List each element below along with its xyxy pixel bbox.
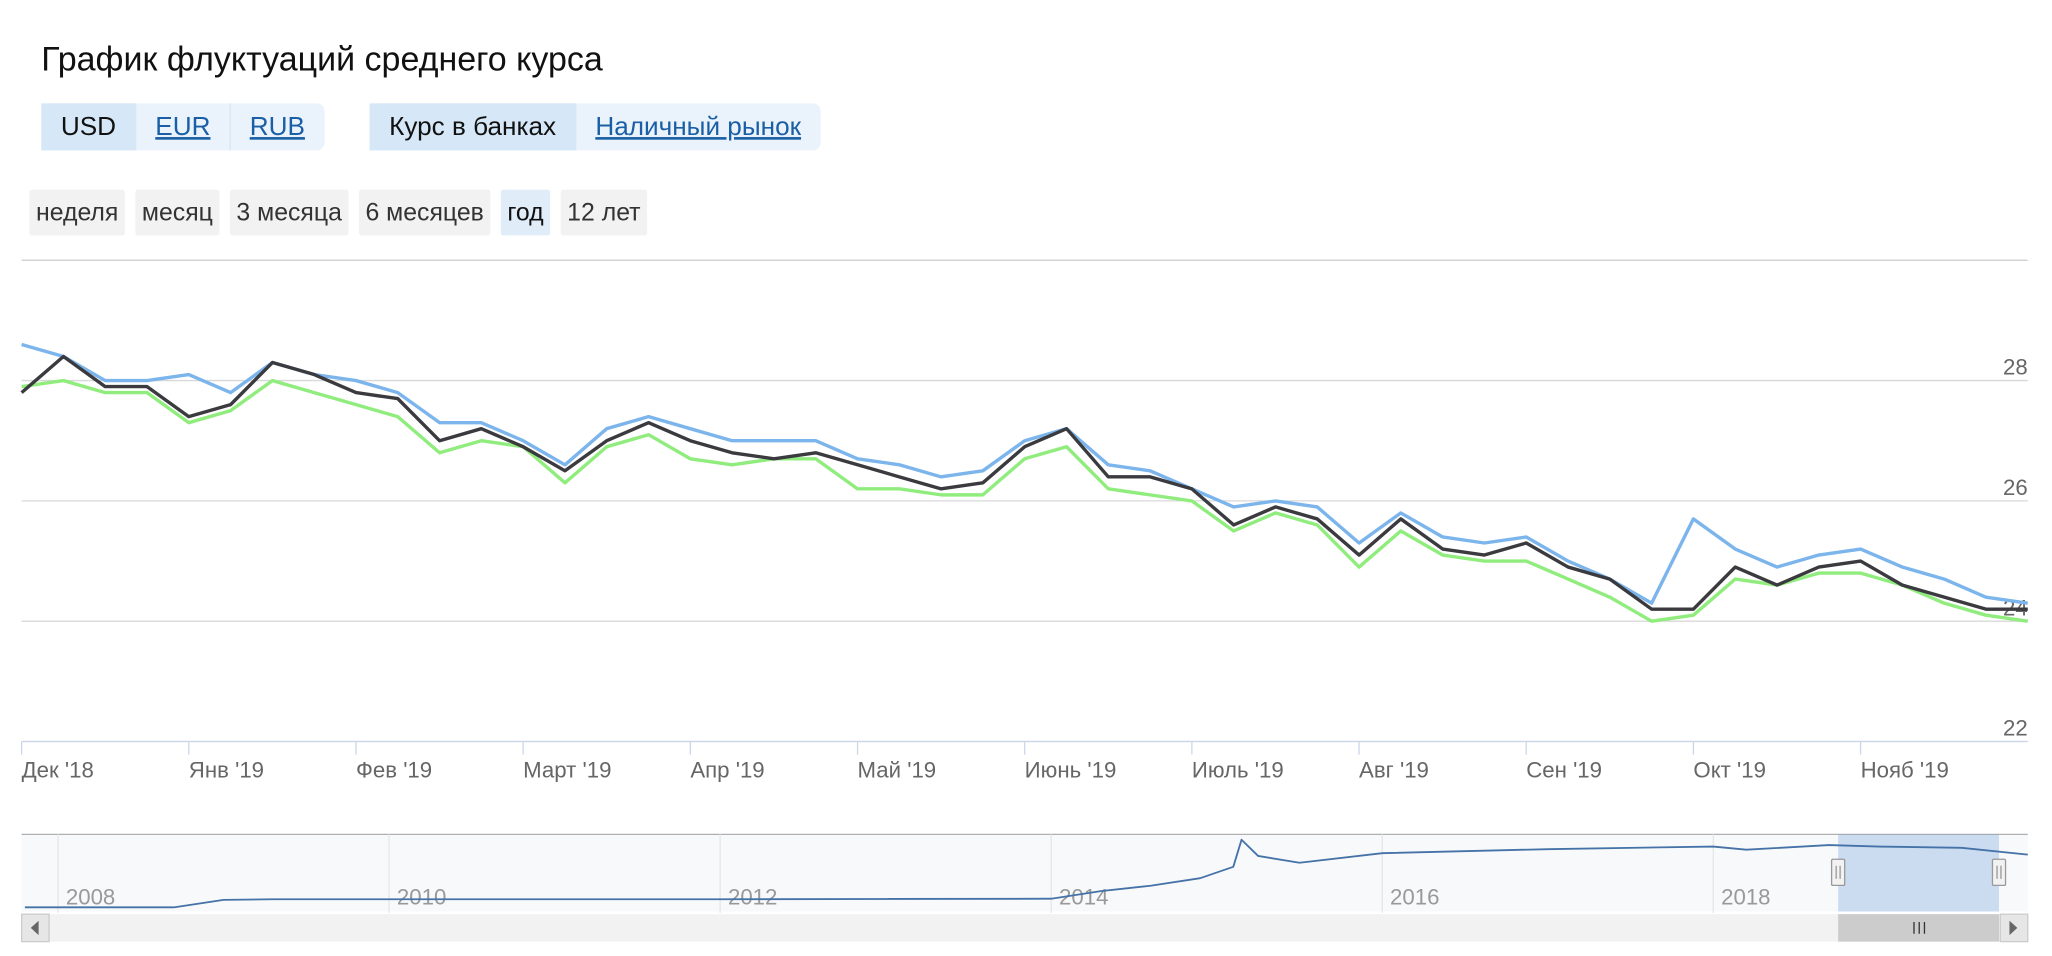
y-tick-label: 22 bbox=[2003, 716, 2028, 741]
x-tick-label: Март '19 bbox=[523, 757, 611, 782]
scrollbar-track[interactable] bbox=[21, 914, 2028, 942]
y-tick-label: 28 bbox=[2003, 355, 2028, 380]
tab-label[interactable]: 6 месяцев bbox=[365, 199, 483, 226]
x-tick-label: Нояб '19 bbox=[1861, 757, 1949, 782]
tab-label[interactable]: 12 лет bbox=[567, 199, 640, 226]
x-tick-label: Май '19 bbox=[858, 757, 937, 782]
scroll-left-arrow bbox=[30, 920, 39, 936]
scroll-right-arrow bbox=[2009, 920, 2018, 936]
tab[interactable] bbox=[560, 189, 648, 236]
y-tick-label: 26 bbox=[2003, 475, 2028, 500]
thumb-grip bbox=[1913, 921, 1926, 934]
navigator-x-label: 2010 bbox=[397, 884, 446, 909]
tab[interactable] bbox=[29, 189, 125, 236]
x-tick-label: Авг '19 bbox=[1359, 757, 1429, 782]
x-tick-label: Дек '18 bbox=[22, 757, 94, 782]
tab[interactable] bbox=[369, 103, 576, 151]
page-title: График флуктуаций среднего курса bbox=[41, 40, 603, 78]
navigator-handle[interactable] bbox=[1991, 858, 2007, 887]
x-tick-label: Янв '19 bbox=[189, 757, 264, 782]
tab-label[interactable]: EUR bbox=[155, 111, 210, 141]
navigator-x-label: 2012 bbox=[728, 884, 777, 909]
x-tick-label: Окт '19 bbox=[1693, 757, 1766, 782]
tab[interactable] bbox=[229, 189, 349, 236]
x-tick-label: Июнь '19 bbox=[1025, 757, 1117, 782]
series-line bbox=[20, 354, 2028, 611]
handle-grip bbox=[1996, 865, 2002, 879]
x-tick-label: Фев '19 bbox=[356, 757, 432, 782]
series-line bbox=[21, 342, 2029, 605]
tab-label[interactable]: USD bbox=[61, 111, 116, 141]
navigator-x-label: 2016 bbox=[1390, 884, 1439, 909]
tab-label[interactable]: Наличный рынок bbox=[595, 111, 801, 141]
tab-label[interactable]: Курс в банках bbox=[389, 111, 556, 141]
tab-label[interactable]: год bbox=[507, 199, 544, 226]
tab-label[interactable]: месяц bbox=[142, 199, 213, 226]
navigator-line bbox=[24, 838, 2028, 909]
navigator-x-label: 2018 bbox=[1721, 884, 1770, 909]
x-tick-label: Апр '19 bbox=[690, 757, 764, 782]
tab-label[interactable]: неделя bbox=[36, 199, 118, 226]
tab-label[interactable]: 3 месяца bbox=[236, 199, 342, 226]
navigator-x-label: 2008 bbox=[66, 884, 115, 909]
x-tick-label: Июль '19 bbox=[1192, 757, 1284, 782]
navigator-handle[interactable] bbox=[1830, 858, 1846, 887]
tab[interactable] bbox=[500, 189, 551, 236]
tab-label[interactable]: RUB bbox=[250, 111, 305, 141]
tab[interactable] bbox=[358, 189, 491, 236]
tab[interactable] bbox=[135, 189, 220, 236]
series-line bbox=[21, 378, 2029, 623]
handle-grip bbox=[1835, 865, 1841, 879]
x-tick-label: Сен '19 bbox=[1526, 757, 1602, 782]
tab[interactable] bbox=[41, 103, 136, 151]
